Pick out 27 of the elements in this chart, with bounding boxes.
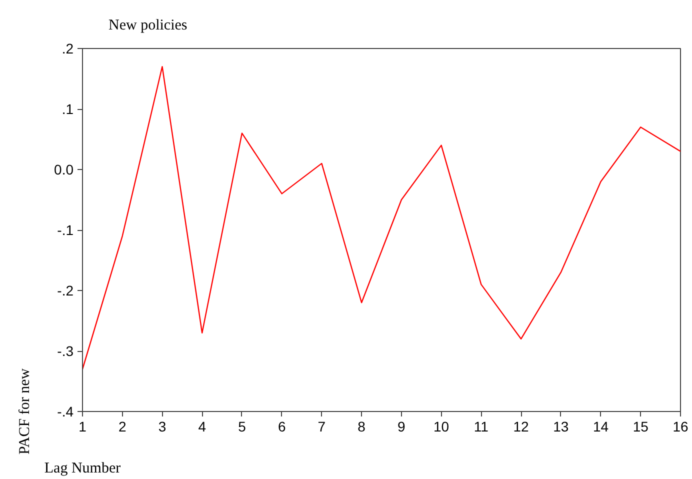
x-tick-label: 10 [434, 418, 450, 434]
y-tick-label: -.2 [57, 282, 74, 298]
x-tick-label: 13 [553, 418, 569, 434]
x-tick-label: 8 [358, 418, 366, 434]
y-axis-title: PACF for new [17, 368, 34, 455]
x-tick-label: 12 [513, 418, 530, 434]
y-tick-label: .1 [62, 101, 74, 117]
y-tick-label: .2 [62, 40, 74, 56]
line-series [82, 66, 680, 370]
x-tick-label: 11 [474, 418, 489, 434]
x-tick-label: 14 [592, 418, 609, 434]
chart-title: New policies [108, 18, 188, 34]
x-tick-label: 1 [78, 418, 87, 434]
x-tick-label: 3 [158, 418, 166, 434]
x-tick-label: 4 [198, 418, 206, 434]
y-tick-label: -.1 [57, 222, 74, 238]
x-tick-label: 6 [278, 418, 286, 434]
x-tick-label: 15 [632, 418, 649, 434]
x-tick-label: 2 [118, 418, 126, 434]
x-tick-label: 7 [318, 418, 326, 434]
y-tick-label: -.3 [57, 343, 74, 359]
x-tick-label: 9 [398, 418, 406, 434]
x-tick-label: 16 [672, 418, 688, 434]
x-axis-title: Lag Number [44, 460, 121, 476]
x-tick-label: 5 [238, 418, 246, 434]
y-tick-label: -.4 [57, 404, 74, 420]
y-tick-label: 0.0 [54, 162, 74, 178]
